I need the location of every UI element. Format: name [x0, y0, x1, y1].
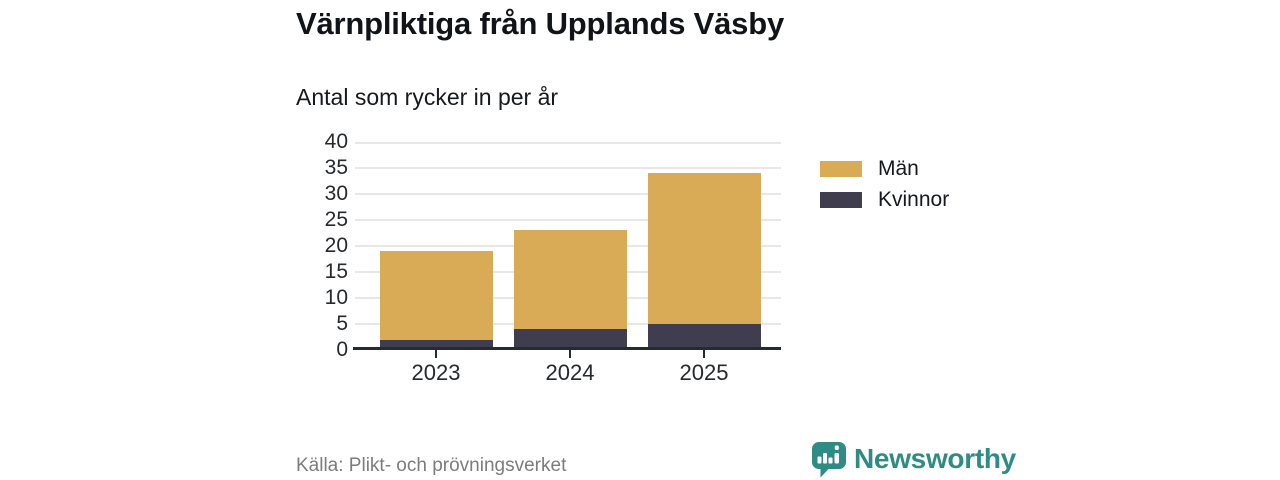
gridline-30 [355, 193, 781, 195]
bar-segment-2024-man [513, 230, 627, 330]
bar-segment-2023-kvinnor [379, 339, 493, 350]
y-axis-label-15: 15 [324, 260, 348, 283]
legend-label-man: Män [878, 157, 919, 180]
y-axis-label-20: 20 [324, 234, 348, 257]
x-axis-label-2024: 2024 [545, 360, 595, 385]
y-axis-label-5: 5 [336, 312, 348, 335]
y-axis-label-10: 10 [324, 286, 348, 309]
x-axis-label-2023: 2023 [411, 360, 461, 385]
newsworthy-bubble-chart-icon [812, 442, 846, 478]
newsworthy-wordmark: Newsworthy [854, 443, 1016, 474]
gridline-25 [355, 219, 781, 221]
legend-swatch-man [820, 161, 862, 177]
legend-item-kvinnor: Kvinnor [820, 188, 950, 211]
x-tick-2025 [703, 350, 705, 358]
legend-item-man: Män [820, 157, 949, 180]
bar-segment-2025-kvinnor [647, 324, 761, 350]
chart-plot-area [355, 142, 781, 350]
gridline-40 [355, 142, 781, 144]
source-credit: Källa: Plikt- och prövningsverket [296, 455, 567, 476]
newsworthy-logo-link[interactable]: Newsworthy [810, 440, 1016, 478]
bar-segment-2025-man [647, 173, 761, 324]
x-tick-2023 [435, 350, 437, 358]
x-tick-2024 [569, 350, 571, 358]
gridline-35 [355, 167, 781, 169]
y-axis-label-25: 25 [324, 208, 348, 231]
bar-segment-2024-kvinnor [513, 329, 627, 350]
y-axis-label-35: 35 [324, 156, 348, 179]
x-axis-label-2025: 2025 [679, 360, 729, 385]
chart-legend: Män Kvinnor [820, 157, 950, 211]
x-axis-line [353, 347, 781, 350]
y-axis-label-30: 30 [324, 182, 348, 205]
bar-segment-2023-man [379, 251, 493, 340]
legend-label-kvinnor: Kvinnor [878, 188, 950, 211]
page-title: Värnpliktiga från Upplands Väsby [296, 6, 784, 41]
y-axis-label-40: 40 [324, 130, 348, 153]
chart-subtitle: Antal som rycker in per år [296, 84, 559, 110]
legend-swatch-kvinnor [820, 192, 862, 208]
y-axis-label-0: 0 [336, 338, 348, 361]
